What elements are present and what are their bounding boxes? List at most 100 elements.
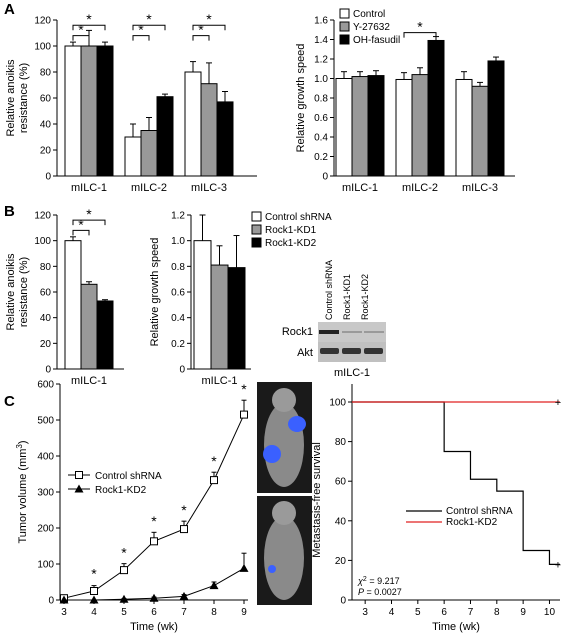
significance-star: *	[78, 216, 84, 232]
x-tick-label: 6	[151, 607, 157, 618]
tumor-signal	[263, 445, 281, 463]
y-axis-label: Metastasis-free survival	[311, 442, 323, 558]
y-tick-label: 0	[179, 365, 185, 376]
p-symbol: P	[358, 587, 364, 597]
x-tick-label: 10	[544, 607, 556, 618]
data-point	[210, 476, 218, 485]
x-tick-label: 7	[181, 607, 187, 618]
legend-swatch	[251, 211, 262, 222]
significance-star: *	[146, 11, 152, 27]
y-axis-label: Relative anoikisresistance (%)	[5, 59, 30, 137]
legend-label: Rock1-KD2	[446, 517, 498, 528]
y-tick-label: 0	[322, 172, 328, 183]
blot-lane-label: Rock1-KD1	[342, 274, 352, 320]
x-tick-label: mILC-1	[201, 375, 237, 387]
y-tick-label: 20	[40, 146, 52, 157]
y-tick-label: 100	[34, 42, 51, 53]
significance-bracket	[403, 32, 437, 38]
significance-star: *	[181, 502, 187, 518]
p-value: = 0.0027	[364, 587, 402, 597]
data-point	[89, 595, 99, 604]
x-tick-label: 3	[362, 607, 368, 618]
y-axis-label-line: resistance (%)	[18, 63, 30, 133]
bar	[411, 74, 429, 177]
y-axis-label: Relative growth speed	[149, 238, 161, 347]
anoikis-bar-chart-b: 0 20 40 60 80 100 120 Relative anoikisresistanc…	[5, 206, 124, 387]
x-tick-label: mILC-2	[402, 182, 438, 194]
legend-marker	[74, 484, 84, 493]
p-value-stat: P = 0.0027	[358, 587, 402, 597]
y-axis-label: Relative growth speed	[295, 44, 307, 153]
chi-square-stat: χ2 = 9.217	[357, 576, 400, 587]
bar	[471, 85, 489, 177]
legend-swatch	[339, 8, 350, 19]
bar	[193, 240, 212, 370]
y-tick-label: 0.4	[314, 133, 328, 144]
y-tick-label: 1.2	[171, 211, 185, 222]
legend-label: Rock1-KD2	[265, 238, 317, 249]
significance-star: *	[198, 22, 204, 38]
significance-star: *	[78, 22, 84, 38]
chi-value: = 9.217	[367, 576, 400, 586]
bar	[455, 78, 473, 177]
significance-bracket	[132, 24, 166, 31]
significance-star: *	[121, 545, 127, 561]
data-point	[150, 537, 158, 546]
tumor-signal	[288, 416, 306, 432]
y-tick-label: 1.0	[171, 236, 185, 247]
y-tick-label: 60	[40, 288, 52, 299]
mouse-image-control	[257, 382, 312, 493]
y-tick-label: 20	[335, 556, 347, 567]
significance-star: *	[206, 11, 212, 27]
x-tick-label: mILC-2	[131, 182, 167, 194]
panel-label-a: A	[4, 1, 15, 18]
significance-star: *	[417, 19, 423, 35]
significance-bracket	[72, 229, 90, 236]
bar	[96, 45, 114, 177]
data-point	[240, 410, 248, 419]
x-axis-label: Time (wk)	[432, 621, 480, 633]
y-axis-label-line: Relative anoikis	[5, 59, 17, 137]
bar	[124, 136, 142, 177]
y-tick-label: 500	[37, 416, 54, 427]
x-tick-label: mILC-1	[71, 182, 107, 194]
blot-band	[342, 348, 361, 354]
y-axis-label-line: Relative growth speed	[149, 238, 161, 347]
data-point	[209, 581, 219, 590]
y-tick-label: 80	[335, 437, 347, 448]
x-tick-label: 4	[389, 607, 395, 618]
y-tick-label: 0.6	[171, 288, 185, 299]
anoikis-bar-chart-a: 0 20 40 60 80 100 120 Relative anoikisresistanc…	[5, 11, 257, 194]
bar	[335, 78, 353, 177]
significance-star: *	[138, 22, 144, 38]
y-tick-label: 400	[37, 452, 54, 463]
blot-lane-label: Rock1-KD2	[360, 274, 370, 320]
legend-marker	[75, 471, 83, 479]
y-axis-label-line: Relative growth speed	[295, 44, 307, 153]
data-point	[120, 566, 128, 575]
significance-bracket	[72, 35, 90, 41]
y-tick-label: 1.2	[314, 55, 328, 66]
blot-band	[342, 331, 362, 333]
bar	[216, 101, 234, 177]
significance-star: *	[91, 565, 97, 581]
y-axis-label-line: Relative anoikis	[5, 253, 17, 331]
censor-mark: +	[555, 397, 561, 409]
significance-bracket	[132, 35, 150, 41]
y-tick-label: 200	[37, 524, 54, 535]
panel-label-c: C	[4, 393, 15, 410]
y-tick-label: 1.0	[314, 74, 328, 85]
legend-swatch	[339, 34, 350, 45]
y-axis-label: Tumor volume (mm3)	[15, 440, 30, 543]
significance-bracket	[72, 219, 106, 226]
x-tick-label: 9	[241, 607, 247, 618]
legend-swatch	[251, 224, 262, 235]
bar	[427, 39, 445, 177]
y-tick-label: 1.6	[314, 16, 328, 27]
data-point	[149, 593, 159, 602]
y-axis-label-main: Tumor volume (mm	[17, 449, 29, 544]
x-tick-label: 3	[61, 607, 67, 618]
bar	[395, 78, 413, 177]
x-tick-label: 8	[211, 607, 217, 618]
data-point	[179, 591, 189, 600]
